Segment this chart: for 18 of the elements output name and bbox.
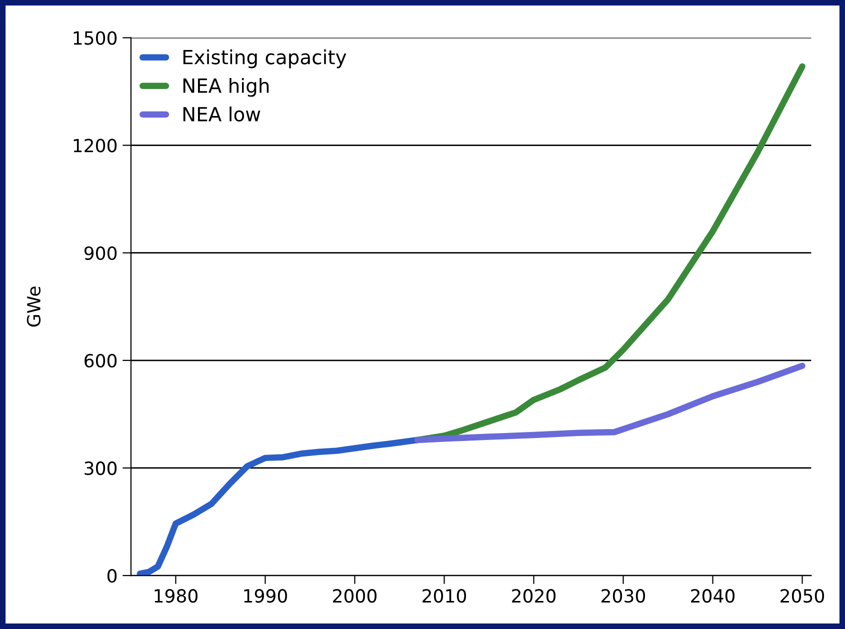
x-tick-label: 2050	[780, 589, 824, 603]
legend-label: Existing capacity	[183, 49, 346, 68]
x-tick-label: 2010	[422, 589, 466, 603]
x-tick-label: 2040	[691, 589, 735, 603]
x-tick-label: 2020	[512, 589, 556, 603]
legend-label: NEA low	[183, 106, 260, 122]
x-tick-label: 1990	[244, 589, 288, 603]
y-tick-label: 600	[84, 354, 117, 368]
x-tick-label: 1980	[154, 589, 198, 603]
y-tick-label: 900	[84, 246, 117, 260]
y-tick-label: 0	[107, 568, 117, 583]
x-tick-label: 2000	[333, 589, 377, 603]
x-tick-label: 2030	[602, 589, 646, 603]
y-tick-label: 1500	[74, 31, 117, 45]
y-axis-title: GWe	[26, 286, 41, 327]
y-tick-label: 1200	[74, 138, 117, 152]
y-tick-label: 300	[84, 461, 117, 476]
legend-label: NEA high	[183, 78, 269, 97]
